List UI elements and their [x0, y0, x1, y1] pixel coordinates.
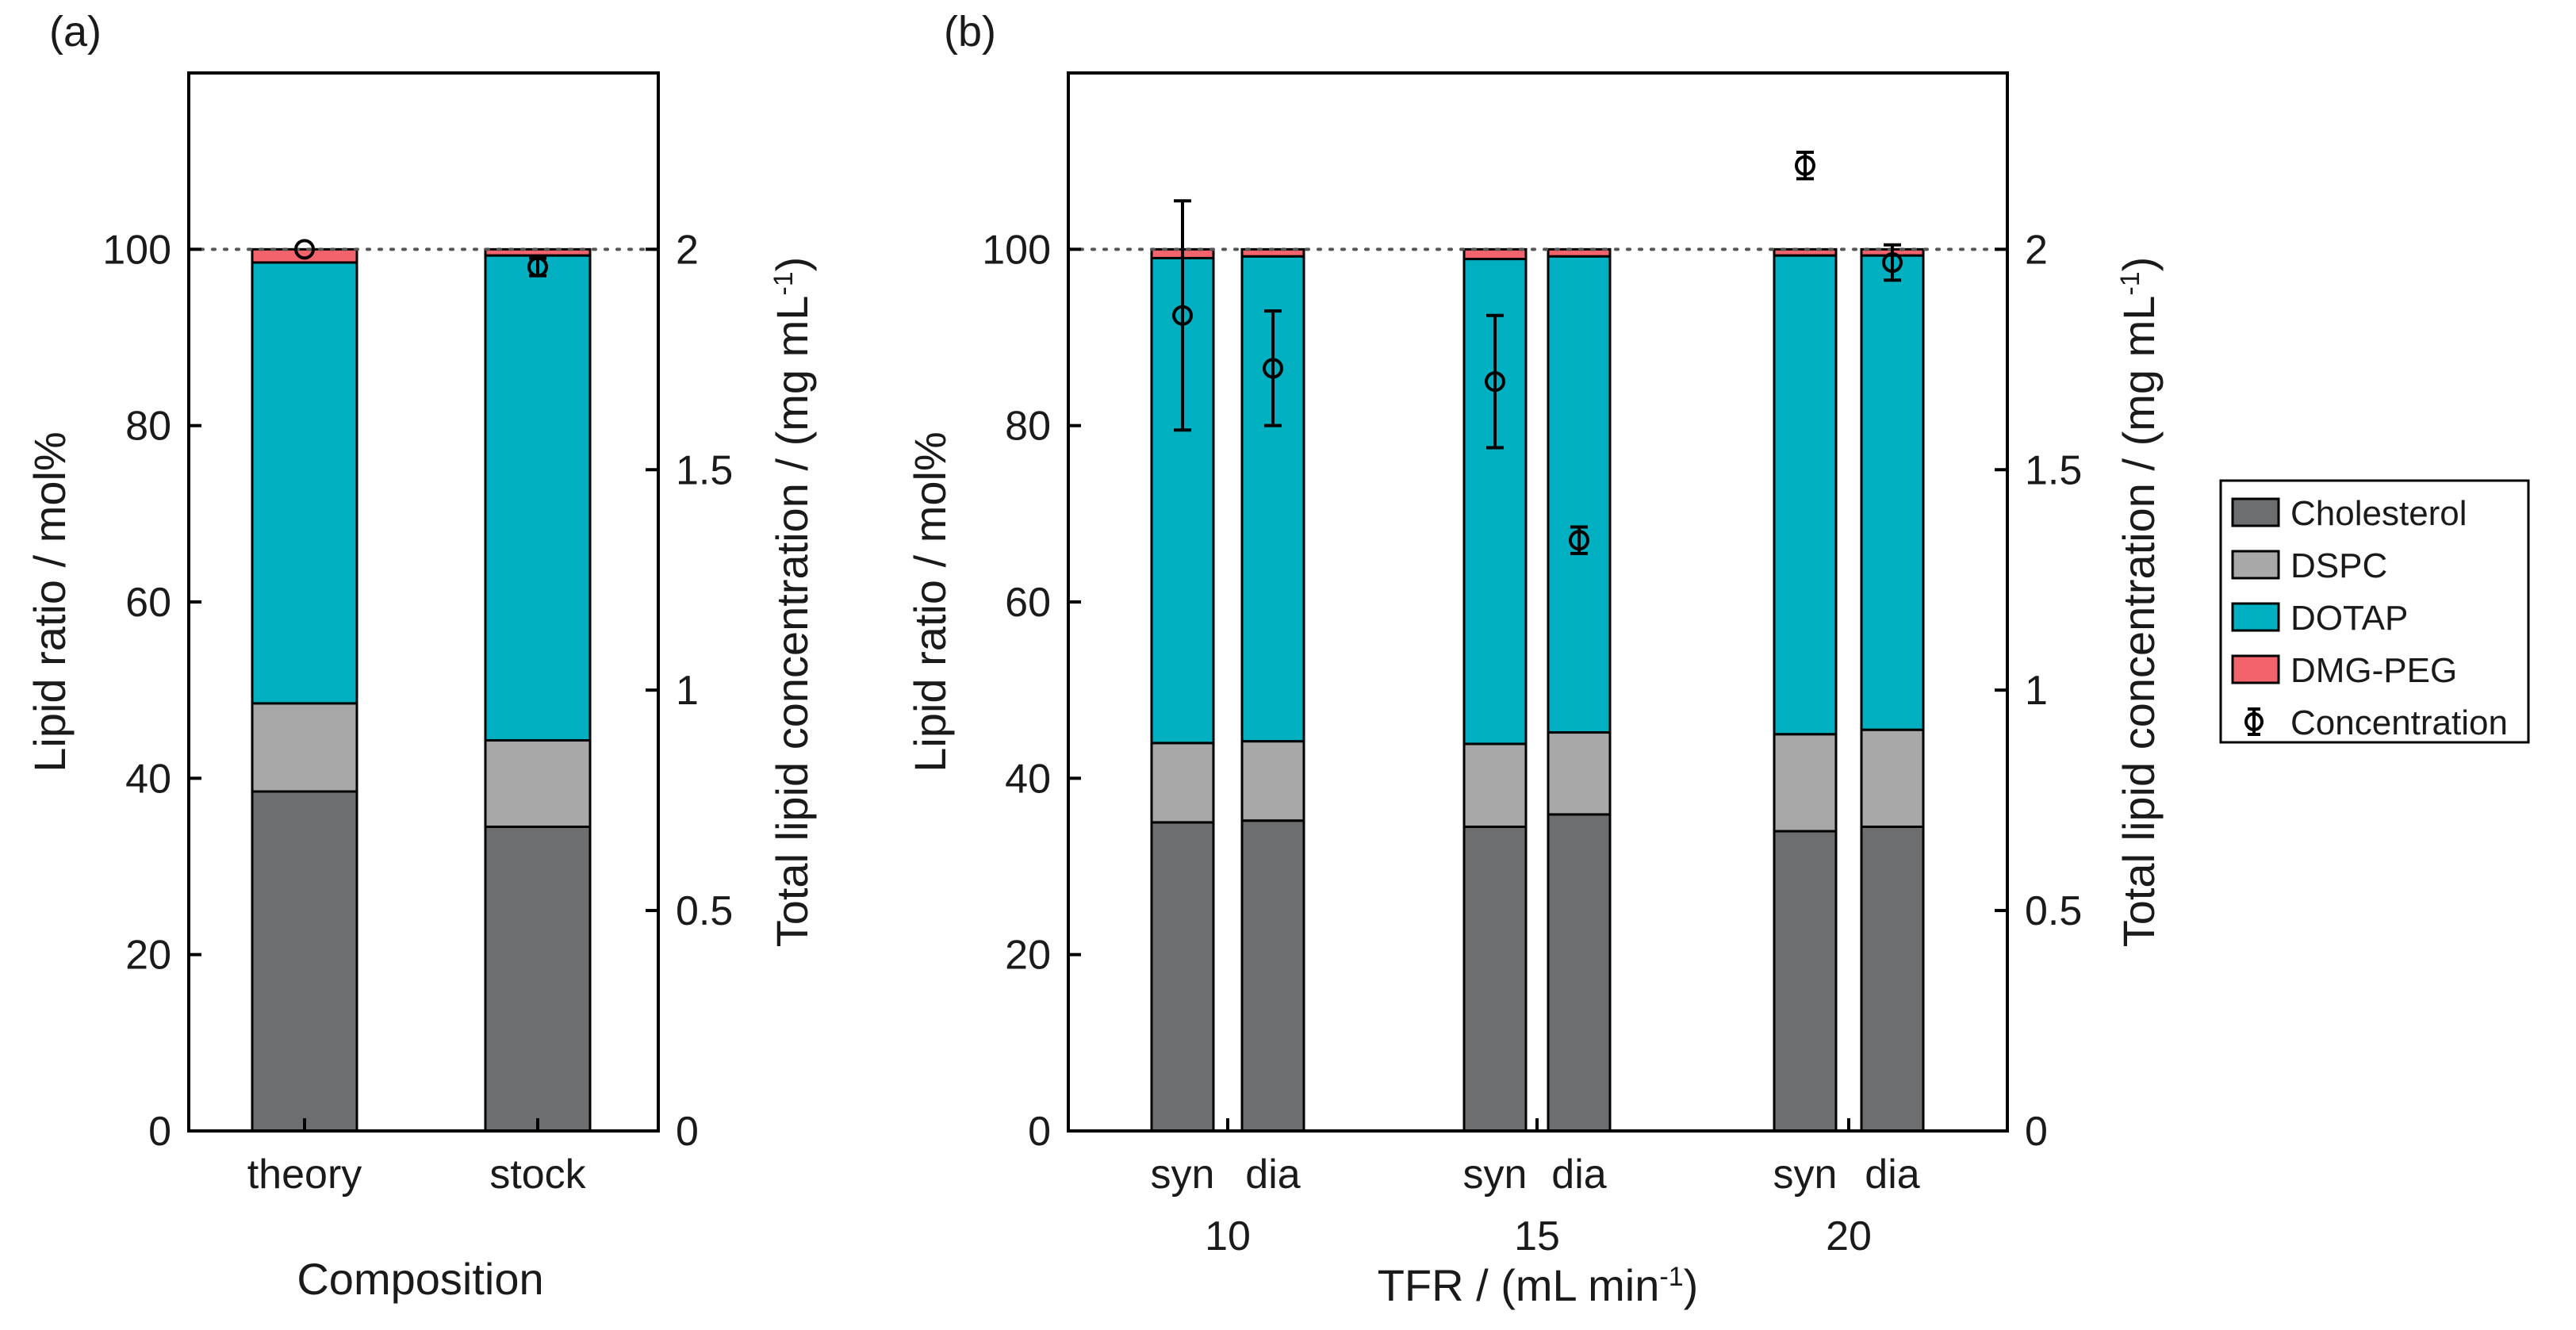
panel-b-y-tick-labels: 0 20 40 60 80 100	[982, 227, 1051, 1155]
legend-label-cholesterol: Cholesterol	[2290, 494, 2467, 533]
bar-dotap-1	[484, 254, 592, 742]
y-tick-label-80: 80	[1005, 404, 1051, 450]
bar-dotap-0	[251, 261, 358, 705]
bar-dmg-peg-0	[251, 247, 358, 264]
panel-a-x-axis-title: Composition	[297, 1254, 543, 1304]
y2-tick-label-2: 2	[676, 227, 699, 273]
group-label-15: 15	[1514, 1213, 1560, 1259]
x-tick-label-0: syn	[1151, 1152, 1215, 1198]
bar-cholesterol-0	[1150, 821, 1215, 1133]
bar-cholesterol-1	[1240, 819, 1305, 1133]
concentration-marker-5	[1882, 252, 1903, 274]
bar-dotap-5	[1860, 254, 1925, 731]
bar-dspc-0	[251, 702, 358, 793]
bar-cholesterol-5	[1860, 825, 1925, 1133]
panel-b-x-axis-title: TFR / (mL min-1)	[1378, 1260, 1699, 1310]
legend-swatch-dmg-peg	[2231, 654, 2280, 684]
panel-b-bars	[1150, 247, 1925, 1133]
bar-dspc-0	[1150, 742, 1215, 824]
y-tick-label-20: 20	[1005, 933, 1051, 979]
y2-tick-label-0: 0	[2025, 1109, 2048, 1155]
concentration-marker-2	[1485, 371, 1505, 393]
y-tick-label-80: 80	[125, 404, 171, 450]
legend-label-dspc: DSPC	[2290, 546, 2387, 585]
y-tick-label-0: 0	[148, 1109, 171, 1155]
panel-b-label: (b)	[944, 8, 996, 56]
panel-b-concentration-markers	[1172, 151, 1903, 555]
group-label-10: 10	[1205, 1213, 1251, 1259]
bar-dspc-3	[1547, 731, 1612, 816]
y2-tick-label-1: 1	[676, 668, 699, 714]
y2-tick-label-0: 0	[676, 1109, 699, 1155]
bar-dspc-2	[1462, 742, 1528, 828]
x-tick-label-3: dia	[1551, 1152, 1606, 1198]
panel-b-ticks	[1068, 247, 2007, 1133]
panel-b-x-tick-labels: syn dia syn dia syn dia	[1151, 1152, 1920, 1198]
legend-items: Cholesterol DSPC DOTAP DMG-PEG Concentration	[2231, 494, 2508, 742]
panel-a-y-tick-labels: 0 20 40 60 80 100	[102, 227, 171, 1155]
y-tick-label-60: 60	[125, 580, 171, 626]
bar-dspc-1	[484, 739, 592, 828]
concentration-marker-1	[527, 256, 548, 278]
legend-swatch-cholesterol	[2231, 497, 2280, 527]
y-tick-label-100: 100	[102, 227, 171, 273]
bar-dotap-4	[1773, 254, 1838, 736]
y2-tick-label-1.5: 1.5	[676, 447, 733, 493]
bar-cholesterol-3	[1547, 813, 1612, 1133]
y-tick-label-20: 20	[125, 933, 171, 979]
x-tick-label-1: stock	[489, 1152, 586, 1198]
x-tick-label-2: syn	[1463, 1152, 1528, 1198]
y2-tick-label-1.5: 1.5	[2025, 447, 2082, 493]
panel-a-label: (a)	[49, 8, 102, 56]
panel-b-y2-tick-labels: 0 0.5 1 1.5 2	[2025, 227, 2082, 1155]
panel-a-bars	[251, 247, 592, 1133]
group-label-20: 20	[1826, 1213, 1872, 1259]
panel-a-x-tick-labels: theory stock	[247, 1152, 587, 1198]
bar-dspc-1	[1240, 740, 1305, 822]
panel-a: (a) 0 20 40 60 80 100 0 0.5 1 1.5 2 theory stock C…	[25, 8, 817, 1304]
panel-a-y-axis-title: Lipid ratio / mol%	[25, 431, 75, 772]
bar-cholesterol-2	[1462, 825, 1528, 1133]
bar-cholesterol-0	[251, 790, 358, 1133]
concentration-marker-4	[1795, 155, 1815, 176]
bar-cholesterol-4	[1773, 830, 1838, 1133]
panel-a-ticks	[189, 247, 658, 1133]
y-tick-label-60: 60	[1005, 580, 1051, 626]
y2-tick-label-2: 2	[2025, 227, 2048, 273]
panel-b-group-labels: 10 15 20	[1205, 1213, 1872, 1259]
legend-label-dmg-peg: DMG-PEG	[2290, 651, 2457, 690]
y2-tick-label-1: 1	[2025, 668, 2048, 714]
legend-label-dotap: DOTAP	[2290, 599, 2408, 638]
legend-concentration-marker	[2244, 712, 2264, 731]
legend-swatch-dotap	[2231, 602, 2280, 632]
panel-b-y-axis-title: Lipid ratio / mol%	[905, 431, 955, 772]
panel-a-concentration-markers	[294, 239, 548, 278]
y-tick-label-100: 100	[982, 227, 1051, 273]
concentration-marker-0	[294, 239, 315, 260]
panel-b-y2-axis-title: Total lipid concentration / (mg mL-1)	[2114, 257, 2164, 948]
legend-label-concentration: Concentration	[2290, 703, 2508, 742]
panel-a-y2-axis-title: Total lipid concentration / (mg mL-1)	[767, 257, 817, 948]
bar-cholesterol-1	[484, 825, 592, 1133]
x-tick-label-1: dia	[1245, 1152, 1300, 1198]
concentration-marker-3	[1569, 530, 1589, 551]
bar-dspc-5	[1860, 728, 1925, 828]
concentration-marker-0	[1172, 305, 1193, 326]
legend: Cholesterol DSPC DOTAP DMG-PEG Concentration	[2219, 479, 2530, 744]
y-tick-label-40: 40	[125, 756, 171, 802]
y2-tick-label-0.5: 0.5	[2025, 888, 2082, 934]
y-tick-label-40: 40	[1005, 756, 1051, 802]
x-tick-label-4: syn	[1773, 1152, 1838, 1198]
panel-a-y2-tick-labels: 0 0.5 1 1.5 2	[676, 227, 733, 1155]
y2-tick-label-0.5: 0.5	[676, 888, 733, 934]
concentration-marker-1	[1263, 358, 1283, 379]
y-tick-label-0: 0	[1028, 1109, 1051, 1155]
legend-swatch-dspc	[2231, 550, 2280, 580]
x-tick-label-0: theory	[247, 1152, 362, 1198]
bar-dspc-4	[1773, 733, 1838, 833]
bar-dotap-3	[1547, 255, 1612, 734]
x-tick-label-5: dia	[1865, 1152, 1919, 1198]
